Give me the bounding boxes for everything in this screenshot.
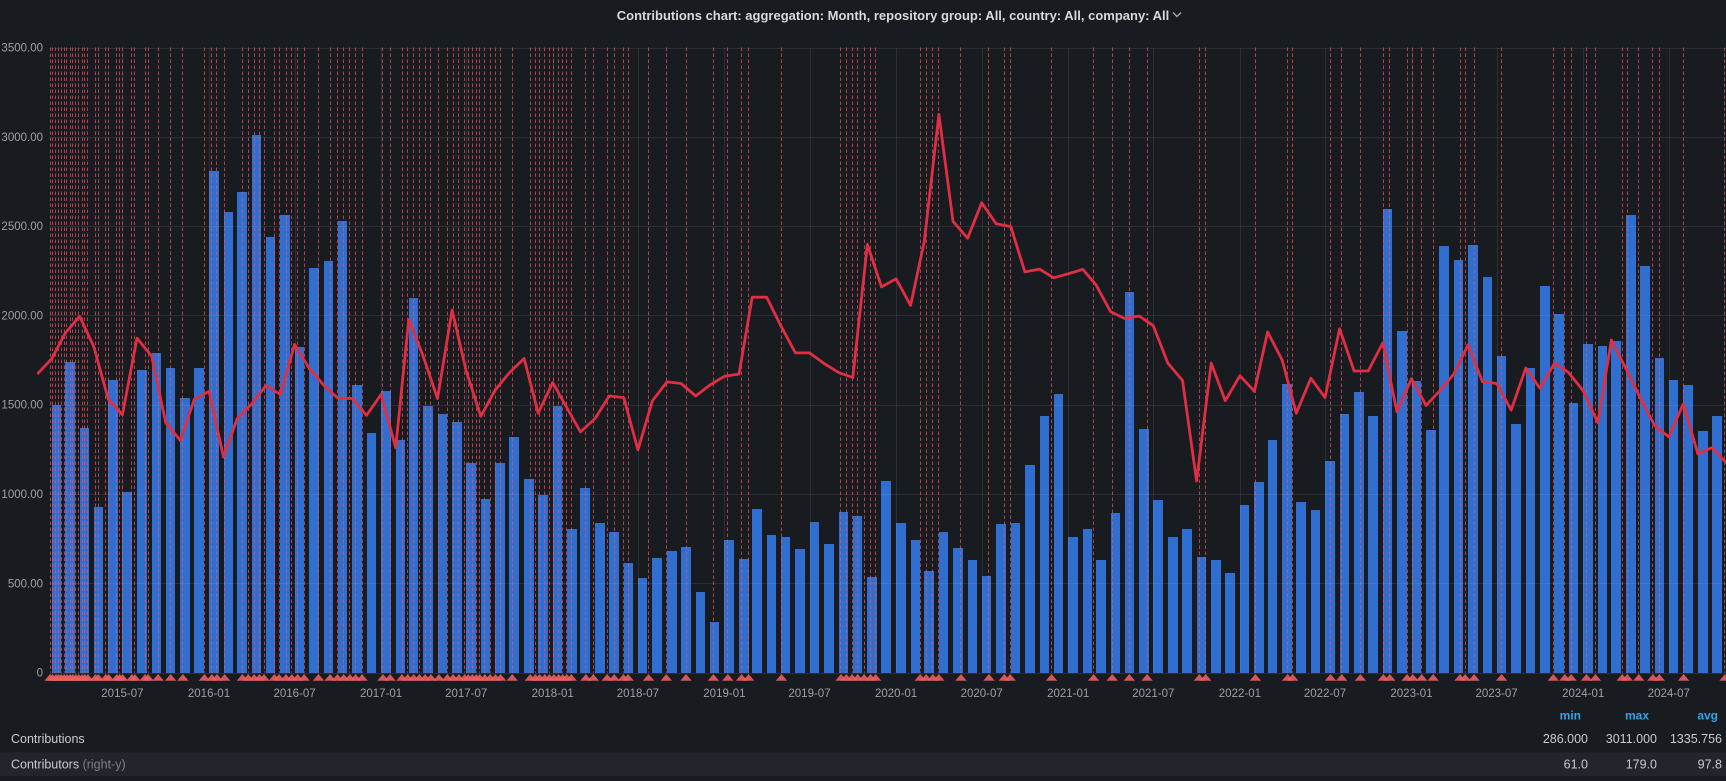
svg-text:avg: avg [1697, 709, 1718, 723]
svg-text:2000.00: 2000.00 [1, 310, 43, 322]
svg-text:Contributors (right-y): Contributors (right-y) [11, 758, 126, 772]
svg-text:179.0: 179.0 [1626, 758, 1657, 772]
svg-text:2015-07: 2015-07 [101, 688, 143, 700]
svg-text:97.8: 97.8 [1698, 758, 1722, 772]
svg-text:61.0: 61.0 [1564, 758, 1588, 772]
svg-text:2023-07: 2023-07 [1475, 688, 1517, 700]
svg-text:2017-01: 2017-01 [360, 688, 402, 700]
svg-text:0: 0 [37, 668, 43, 680]
svg-text:2020-01: 2020-01 [875, 688, 917, 700]
svg-text:2016-07: 2016-07 [273, 688, 315, 700]
svg-text:Contributions: Contributions [11, 732, 85, 746]
svg-text:2018-01: 2018-01 [532, 688, 574, 700]
svg-text:3500.00: 3500.00 [1, 43, 43, 55]
svg-text:Contributions chart: aggregati: Contributions chart: aggregation: Month,… [617, 8, 1170, 23]
svg-text:2024-07: 2024-07 [1648, 688, 1690, 700]
svg-text:2020-07: 2020-07 [961, 688, 1003, 700]
svg-text:2021-07: 2021-07 [1132, 688, 1174, 700]
svg-text:2019-01: 2019-01 [703, 688, 745, 700]
svg-text:3011.000: 3011.000 [1606, 732, 1657, 746]
svg-text:2021-01: 2021-01 [1047, 688, 1089, 700]
svg-text:1335.756: 1335.756 [1670, 732, 1722, 746]
svg-text:1000.00: 1000.00 [1, 489, 43, 501]
svg-text:2023-01: 2023-01 [1390, 688, 1432, 700]
svg-text:2018-07: 2018-07 [617, 688, 659, 700]
svg-text:286.000: 286.000 [1543, 732, 1588, 746]
svg-text:500.00: 500.00 [8, 578, 43, 590]
svg-text:2024-01: 2024-01 [1562, 688, 1604, 700]
svg-text:2019-07: 2019-07 [788, 688, 830, 700]
svg-text:min: min [1560, 709, 1581, 723]
svg-text:3000.00: 3000.00 [1, 132, 43, 144]
svg-text:2017-07: 2017-07 [445, 688, 487, 700]
svg-text:2022-07: 2022-07 [1304, 688, 1346, 700]
svg-text:max: max [1625, 709, 1649, 723]
svg-text:1500.00: 1500.00 [1, 400, 43, 412]
svg-text:2500.00: 2500.00 [1, 221, 43, 233]
svg-text:2022-01: 2022-01 [1219, 688, 1261, 700]
svg-text:2016-01: 2016-01 [188, 688, 230, 700]
